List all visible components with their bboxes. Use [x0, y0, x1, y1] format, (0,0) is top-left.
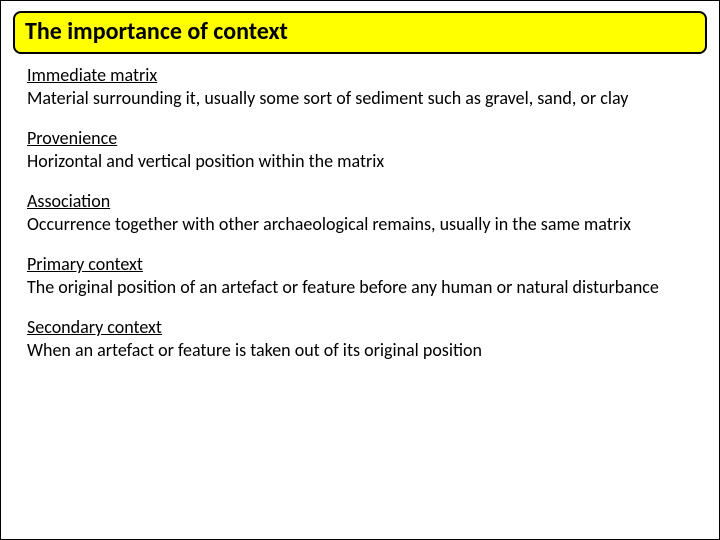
- term-block: Primary context The original position of…: [27, 253, 693, 298]
- term-heading: Primary context: [27, 253, 693, 276]
- content-area: Immediate matrix Material surrounding it…: [1, 54, 719, 361]
- term-block: Provenience Horizontal and vertical posi…: [27, 127, 693, 172]
- term-definition: Occurrence together with other archaeolo…: [27, 213, 693, 236]
- slide-title: The importance of context: [25, 17, 695, 46]
- term-heading: Provenience: [27, 127, 693, 150]
- title-box: The importance of context: [13, 11, 707, 54]
- term-definition: The original position of an artefact or …: [27, 276, 693, 299]
- term-heading: Immediate matrix: [27, 64, 693, 87]
- term-block: Immediate matrix Material surrounding it…: [27, 64, 693, 109]
- term-definition: When an artefact or feature is taken out…: [27, 339, 693, 362]
- term-heading: Association: [27, 190, 693, 213]
- term-definition: Horizontal and vertical position within …: [27, 150, 693, 173]
- term-block: Secondary context When an artefact or fe…: [27, 316, 693, 361]
- slide: The importance of context Immediate matr…: [0, 0, 720, 540]
- term-definition: Material surrounding it, usually some so…: [27, 87, 693, 110]
- term-block: Association Occurrence together with oth…: [27, 190, 693, 235]
- term-heading: Secondary context: [27, 316, 693, 339]
